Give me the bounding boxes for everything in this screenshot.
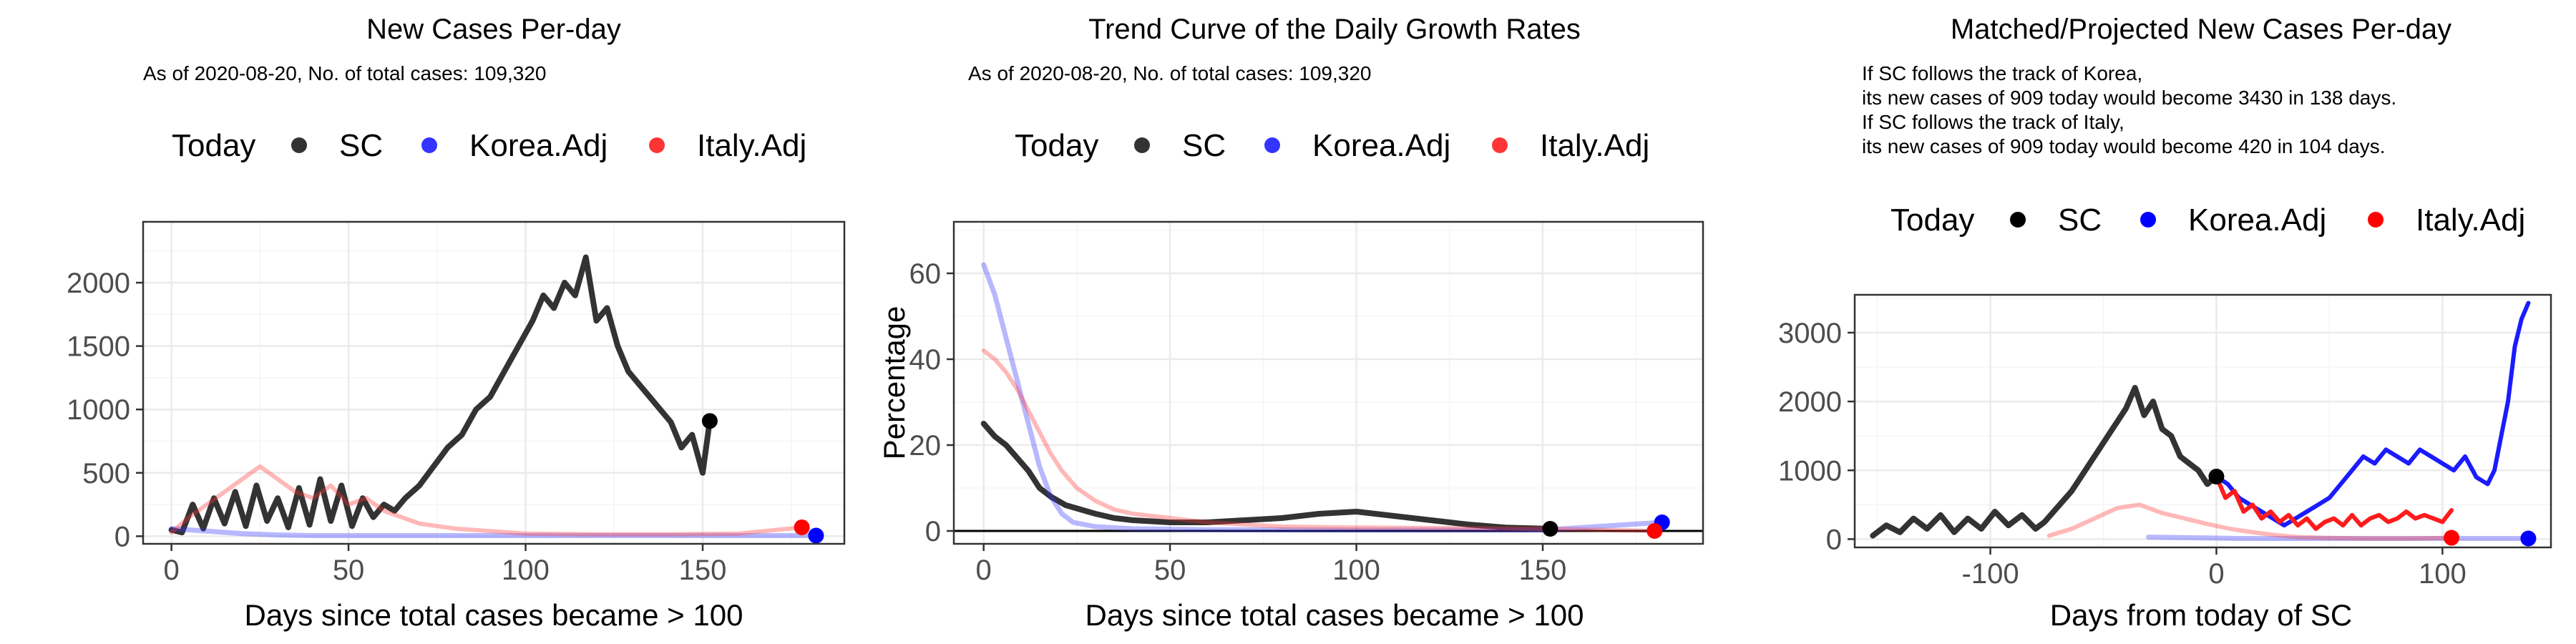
x-axis-label: Days since total cases became > 100: [1085, 598, 1584, 632]
legend-label-italy: Italy.Adj: [2416, 203, 2525, 238]
panel-subtitle: As of 2020-08-20, No. of total cases: 10…: [968, 62, 1371, 84]
x-tick-label: 100: [1332, 555, 1380, 586]
panel-subtitle-line-3: If SC follows the track of Italy,: [1862, 111, 2124, 133]
legend-key-korea: [2140, 212, 2156, 228]
series-line-italy-adj: [981, 348, 1657, 533]
series-line-korea-adj-projected: [2214, 301, 2531, 528]
legend-key-italy: [649, 137, 665, 153]
legend-key-korea: [1264, 137, 1280, 153]
panel-subtitle-line-1: If SC follows the track of Korea,: [1862, 62, 2142, 84]
today-point-italy-adj: [794, 519, 810, 535]
y-tick-label: 500: [82, 458, 130, 489]
y-tick-label: 0: [114, 521, 130, 552]
y-tick-label: 0: [925, 516, 941, 547]
legend-label-korea: Korea.Adj: [2188, 203, 2326, 238]
legend: Today SC Korea.Adj Italy.Adj: [172, 128, 806, 163]
panel-border: [1853, 293, 2552, 549]
y-tick-label: 1500: [67, 331, 130, 363]
y-tick-label: 1000: [67, 394, 130, 426]
today-point-sc: [701, 413, 718, 429]
panel-growth-rates: Trend Curve of the Daily Growth Rates As…: [877, 14, 1704, 632]
legend-label-sc: SC: [2058, 203, 2102, 238]
legend: Today SC Korea.Adj Italy.Adj: [1890, 203, 2525, 238]
plot-area: 0 50 100 150 0 20 40 60: [909, 220, 1704, 586]
legend: Today SC Korea.Adj Italy.Adj: [1015, 128, 1649, 163]
legend-label-italy: Italy.Adj: [1540, 128, 1649, 163]
series-line-sc: [980, 421, 1553, 532]
legend-label-sc: SC: [339, 128, 383, 163]
legend-label-italy: Italy.Adj: [697, 128, 806, 163]
legend-key-italy: [2368, 212, 2384, 228]
panel-subtitle-line-2: its new cases of 909 today would become …: [1862, 87, 2396, 109]
legend-label-sc: SC: [1182, 128, 1226, 163]
series-line-italy-adj: [169, 464, 804, 537]
y-tick-label: 60: [909, 258, 942, 290]
series-line-italy-adj-projected: [2214, 474, 2454, 531]
x-tick-label: 150: [679, 555, 727, 586]
x-tick-label: 50: [1154, 555, 1186, 586]
x-tick-label: 0: [2208, 558, 2224, 590]
legend-label-korea: Korea.Adj: [469, 128, 608, 163]
y-axis-label: Percentage: [877, 306, 911, 460]
panel-matched-projected: Matched/Projected New Cases Per-day If S…: [1778, 14, 2552, 632]
x-tick-label: 0: [163, 555, 179, 586]
y-tick-label: 0: [1826, 524, 1842, 555]
today-point-sc: [1542, 521, 1558, 537]
y-tick-label: 3000: [1778, 318, 1842, 349]
y-tick-label: 1000: [1778, 455, 1842, 487]
x-tick-label: 100: [2419, 558, 2467, 590]
x-tick-label: 100: [502, 555, 550, 586]
panel-title: Trend Curve of the Daily Growth Rates: [1088, 14, 1581, 45]
panel-new-cases: New Cases Per-day As of 2020-08-20, No. …: [67, 14, 846, 632]
today-point-italy-adj: [1646, 523, 1663, 539]
x-tick-label: 0: [976, 555, 992, 586]
panel-title: Matched/Projected New Cases Per-day: [1951, 14, 2451, 45]
series-line-italy-adj: [2046, 502, 2454, 541]
legend-key-korea: [421, 137, 437, 153]
legend-title: Today: [1015, 128, 1098, 163]
y-tick-label: 2000: [67, 268, 130, 299]
legend-key-sc: [1134, 137, 1150, 153]
y-tick-label: 40: [909, 344, 942, 376]
x-tick-label: -100: [1962, 558, 2019, 590]
x-axis-label: Days since total cases became > 100: [245, 598, 743, 632]
series-line-korea-adj: [169, 526, 819, 538]
panel-subtitle: As of 2020-08-20, No. of total cases: 10…: [143, 62, 546, 84]
legend-key-sc: [2010, 212, 2026, 228]
legend-title: Today: [172, 128, 255, 163]
x-tick-label: 150: [1519, 555, 1567, 586]
panel-subtitle-line-4: its new cases of 909 today would become …: [1862, 135, 2386, 157]
panel-border: [142, 220, 846, 545]
x-axis-label: Days from today of SC: [2050, 598, 2352, 632]
series-line-sc: [1870, 384, 2220, 539]
y-tick-label: 2000: [1778, 386, 1842, 418]
panel-title: New Cases Per-day: [366, 14, 621, 45]
series-line-sc: [168, 254, 713, 536]
today-point-italy-adj: [2444, 530, 2459, 546]
y-tick-label: 20: [909, 430, 942, 462]
today-point-korea-adj: [2520, 530, 2537, 547]
legend-key-sc: [291, 137, 307, 153]
series-line-korea-adj: [2146, 535, 2531, 541]
legend-title: Today: [1890, 203, 1974, 238]
panel-border: [952, 220, 1704, 545]
x-tick-label: 50: [333, 555, 365, 586]
legend-label-korea: Korea.Adj: [1312, 128, 1450, 163]
today-point-korea-adj: [808, 527, 824, 544]
series-line-korea-adj: [981, 262, 1665, 533]
today-point-sc: [2208, 469, 2225, 485]
legend-key-italy: [1492, 137, 1508, 153]
